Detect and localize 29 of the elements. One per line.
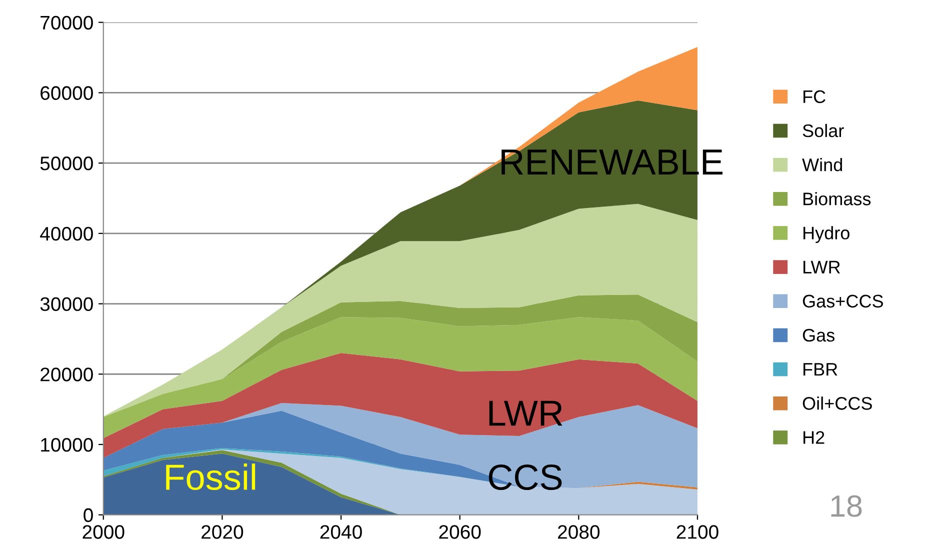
legend-label: Oil+CCS	[802, 396, 872, 410]
y-tick-label: 10000	[41, 438, 93, 452]
legend-label: Hydro	[804, 226, 850, 243]
y-tick-label: 50000	[40, 156, 93, 170]
x-tick-label: 2000	[82, 525, 124, 539]
legend-label: Gas	[802, 328, 834, 342]
x-tick-label: 2020	[202, 525, 244, 539]
y-tick-label: 60000	[40, 86, 93, 100]
y-tick-label: 20000	[40, 368, 93, 382]
legend-label: Gas+CCS	[802, 294, 883, 308]
y-tick-label: 40000	[40, 226, 93, 241]
y-tick-label: 0	[84, 508, 93, 522]
legend-label: LWR	[804, 260, 840, 274]
annotation: Fossil	[166, 464, 256, 490]
x-tick-label: 2080	[558, 525, 600, 539]
x-tick-label: 2060	[439, 525, 481, 539]
legend-label: Biomass	[804, 192, 871, 206]
x-tick-label: 2100	[676, 525, 718, 539]
legend-label: H2	[804, 431, 824, 444]
text: 18	[831, 495, 862, 517]
annotation: CCS	[488, 464, 562, 490]
legend-label: Wind	[802, 158, 842, 172]
legend-label: FBR	[804, 363, 838, 376]
annotation: LWR	[489, 400, 562, 426]
legend-label: FC	[804, 90, 826, 104]
y-tick-label: 70000	[40, 16, 93, 30]
x-tick-label: 2040	[320, 525, 362, 539]
y-tick-label: 30000	[40, 297, 93, 312]
legend-label: Solar	[802, 124, 844, 138]
